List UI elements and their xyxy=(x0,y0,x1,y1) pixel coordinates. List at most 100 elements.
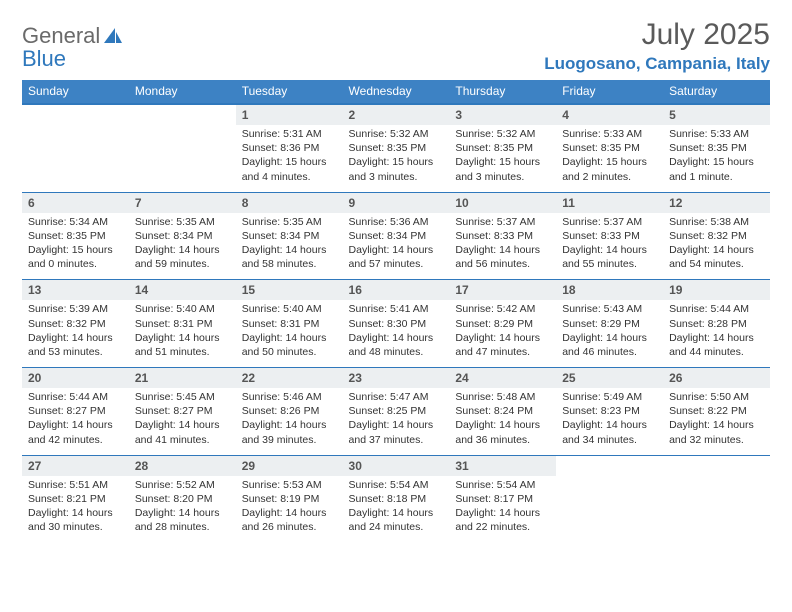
logo-word2: Blue xyxy=(22,46,66,71)
day-info-line: Daylight: 14 hours xyxy=(669,331,764,345)
day-info-line: Daylight: 14 hours xyxy=(562,243,657,257)
day-info-line: Sunset: 8:27 PM xyxy=(135,404,230,418)
day-info-line: Sunset: 8:35 PM xyxy=(669,141,764,155)
day-info-cell: Sunrise: 5:32 AMSunset: 8:35 PMDaylight:… xyxy=(449,125,556,192)
info-row: Sunrise: 5:34 AMSunset: 8:35 PMDaylight:… xyxy=(22,213,770,280)
day-info-line: Sunset: 8:23 PM xyxy=(562,404,657,418)
calendar-table: Sunday Monday Tuesday Wednesday Thursday… xyxy=(22,80,770,542)
day-info-line: and 22 minutes. xyxy=(455,520,550,534)
day-info-line: Sunrise: 5:48 AM xyxy=(455,390,550,404)
day-info-line: and 34 minutes. xyxy=(562,433,657,447)
day-info-line: and 50 minutes. xyxy=(242,345,337,359)
day-info-line: and 41 minutes. xyxy=(135,433,230,447)
day-info-line: and 47 minutes. xyxy=(455,345,550,359)
day-info-cell: Sunrise: 5:52 AMSunset: 8:20 PMDaylight:… xyxy=(129,476,236,543)
day-number-cell: 22 xyxy=(236,368,343,389)
day-info-cell: Sunrise: 5:33 AMSunset: 8:35 PMDaylight:… xyxy=(556,125,663,192)
day-info-line: and 42 minutes. xyxy=(28,433,123,447)
day-info-line: and 3 minutes. xyxy=(349,170,444,184)
day-number-cell: 19 xyxy=(663,280,770,301)
day-info-line: Sunset: 8:27 PM xyxy=(28,404,123,418)
day-info-cell: Sunrise: 5:33 AMSunset: 8:35 PMDaylight:… xyxy=(663,125,770,192)
day-info-line: Daylight: 15 hours xyxy=(349,155,444,169)
day-info-line: Sunrise: 5:34 AM xyxy=(28,215,123,229)
day-info-line: Sunrise: 5:46 AM xyxy=(242,390,337,404)
day-number-cell: 27 xyxy=(22,455,129,476)
day-info-cell: Sunrise: 5:46 AMSunset: 8:26 PMDaylight:… xyxy=(236,388,343,455)
day-info-line: and 54 minutes. xyxy=(669,257,764,271)
day-info-line: Sunrise: 5:37 AM xyxy=(455,215,550,229)
day-info-line: Sunset: 8:35 PM xyxy=(455,141,550,155)
day-info-line: and 36 minutes. xyxy=(455,433,550,447)
day-number-cell: 21 xyxy=(129,368,236,389)
day-info-line: Daylight: 14 hours xyxy=(349,506,444,520)
location-text: Luogosano, Campania, Italy xyxy=(544,54,770,74)
day-info-line: Sunrise: 5:40 AM xyxy=(135,302,230,316)
day-info-line: Sunrise: 5:43 AM xyxy=(562,302,657,316)
day-number-cell: 5 xyxy=(663,104,770,125)
day-info-cell: Sunrise: 5:35 AMSunset: 8:34 PMDaylight:… xyxy=(236,213,343,280)
day-info-line: Sunset: 8:36 PM xyxy=(242,141,337,155)
day-info-line: Sunrise: 5:44 AM xyxy=(28,390,123,404)
day-info-line: Sunrise: 5:41 AM xyxy=(349,302,444,316)
day-number-cell xyxy=(22,104,129,125)
calendar-body: 12345Sunrise: 5:31 AMSunset: 8:36 PMDayl… xyxy=(22,104,770,542)
day-info-line: Daylight: 14 hours xyxy=(135,506,230,520)
day-info-cell: Sunrise: 5:40 AMSunset: 8:31 PMDaylight:… xyxy=(129,300,236,367)
title-block: July 2025 Luogosano, Campania, Italy xyxy=(544,18,770,74)
logo-sail-icon xyxy=(102,26,124,51)
day-info-line: and 59 minutes. xyxy=(135,257,230,271)
day-info-cell: Sunrise: 5:50 AMSunset: 8:22 PMDaylight:… xyxy=(663,388,770,455)
day-info-line: Sunrise: 5:35 AM xyxy=(242,215,337,229)
day-header: Friday xyxy=(556,80,663,104)
day-info-line: Sunrise: 5:45 AM xyxy=(135,390,230,404)
day-number-cell: 14 xyxy=(129,280,236,301)
day-info-line: Sunset: 8:32 PM xyxy=(669,229,764,243)
day-info-cell: Sunrise: 5:44 AMSunset: 8:28 PMDaylight:… xyxy=(663,300,770,367)
day-info-cell: Sunrise: 5:37 AMSunset: 8:33 PMDaylight:… xyxy=(556,213,663,280)
day-info-cell: Sunrise: 5:48 AMSunset: 8:24 PMDaylight:… xyxy=(449,388,556,455)
day-number-cell: 9 xyxy=(343,192,450,213)
day-info-line: Daylight: 14 hours xyxy=(455,243,550,257)
day-number-cell: 30 xyxy=(343,455,450,476)
day-info-line: and 1 minute. xyxy=(669,170,764,184)
day-info-line: Daylight: 14 hours xyxy=(135,331,230,345)
day-info-line: and 24 minutes. xyxy=(349,520,444,534)
day-info-line: Sunrise: 5:44 AM xyxy=(669,302,764,316)
day-info-cell: Sunrise: 5:36 AMSunset: 8:34 PMDaylight:… xyxy=(343,213,450,280)
day-number-cell: 23 xyxy=(343,368,450,389)
day-info-cell: Sunrise: 5:54 AMSunset: 8:18 PMDaylight:… xyxy=(343,476,450,543)
day-info-line: and 44 minutes. xyxy=(669,345,764,359)
day-info-line: Daylight: 14 hours xyxy=(28,506,123,520)
day-info-line: and 56 minutes. xyxy=(455,257,550,271)
day-info-cell: Sunrise: 5:53 AMSunset: 8:19 PMDaylight:… xyxy=(236,476,343,543)
day-number-cell: 6 xyxy=(22,192,129,213)
day-info-line: Sunset: 8:34 PM xyxy=(349,229,444,243)
day-info-cell: Sunrise: 5:34 AMSunset: 8:35 PMDaylight:… xyxy=(22,213,129,280)
day-info-line: Sunrise: 5:38 AM xyxy=(669,215,764,229)
day-info-line: and 37 minutes. xyxy=(349,433,444,447)
day-info-cell xyxy=(556,476,663,543)
day-info-line: and 30 minutes. xyxy=(28,520,123,534)
day-info-line: and 58 minutes. xyxy=(242,257,337,271)
day-info-line: Daylight: 14 hours xyxy=(28,418,123,432)
day-info-line: Daylight: 14 hours xyxy=(349,418,444,432)
day-info-line: and 2 minutes. xyxy=(562,170,657,184)
daynum-row: 20212223242526 xyxy=(22,368,770,389)
day-number-cell: 4 xyxy=(556,104,663,125)
day-info-line: Sunset: 8:24 PM xyxy=(455,404,550,418)
day-info-line: Sunset: 8:17 PM xyxy=(455,492,550,506)
day-info-line: Daylight: 14 hours xyxy=(669,243,764,257)
day-number-cell: 7 xyxy=(129,192,236,213)
day-info-line: Sunset: 8:35 PM xyxy=(349,141,444,155)
day-info-line: Sunrise: 5:53 AM xyxy=(242,478,337,492)
day-info-line: Sunset: 8:21 PM xyxy=(28,492,123,506)
day-info-line: Sunrise: 5:47 AM xyxy=(349,390,444,404)
day-info-line: Daylight: 14 hours xyxy=(562,418,657,432)
day-number-cell xyxy=(556,455,663,476)
day-info-line: Sunset: 8:20 PM xyxy=(135,492,230,506)
day-info-line: Sunset: 8:25 PM xyxy=(349,404,444,418)
day-info-cell: Sunrise: 5:38 AMSunset: 8:32 PMDaylight:… xyxy=(663,213,770,280)
day-info-line: Sunrise: 5:32 AM xyxy=(455,127,550,141)
day-number-cell xyxy=(129,104,236,125)
